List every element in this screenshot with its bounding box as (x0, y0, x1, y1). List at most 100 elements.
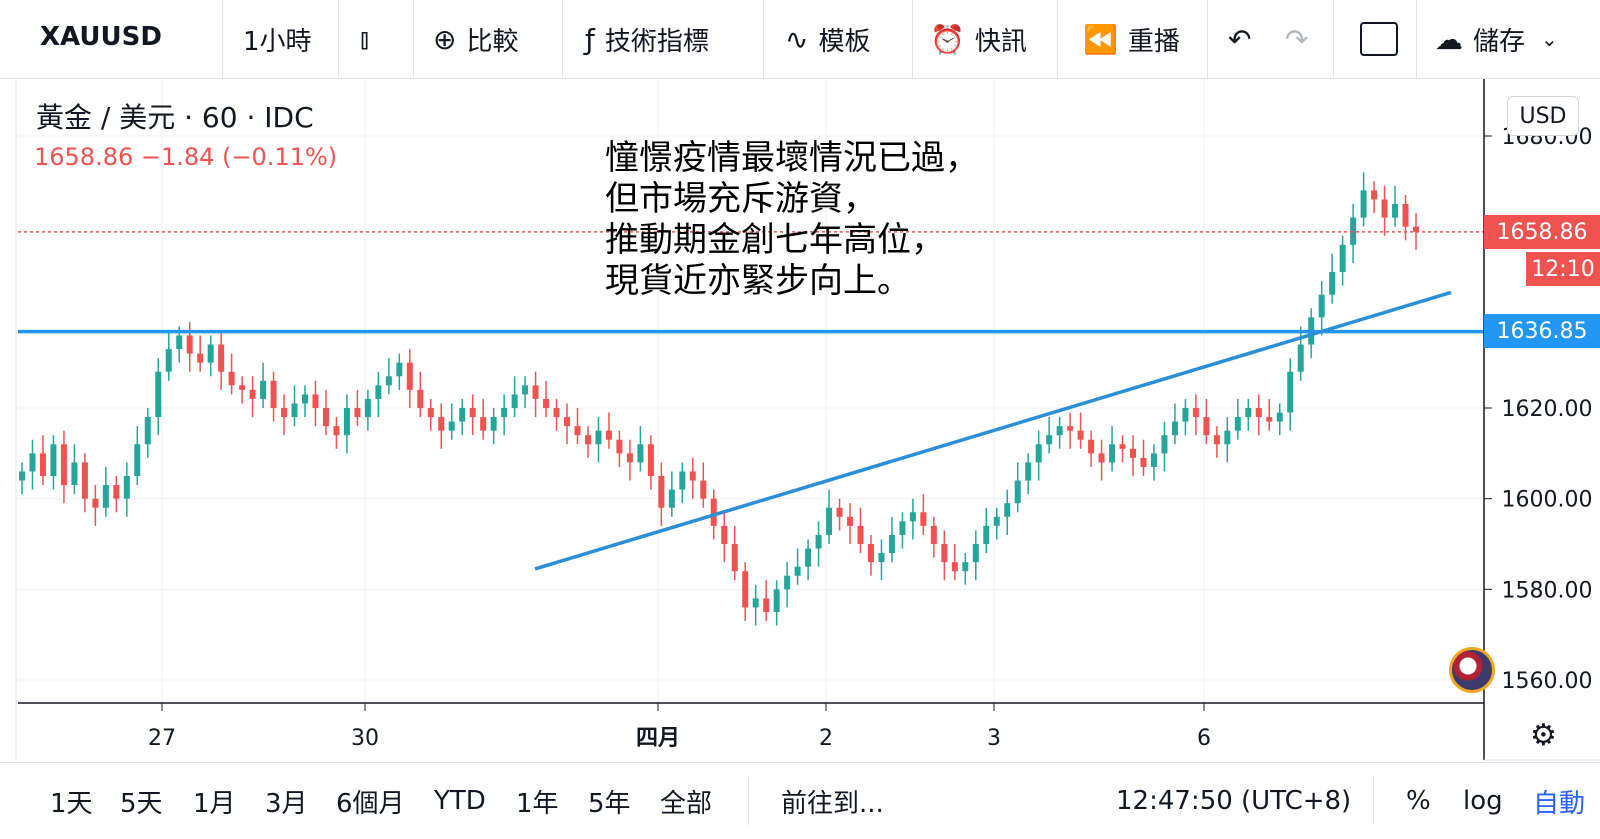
replay-button[interactable]: ⏪ 重播 (1083, 0, 1180, 78)
x-tick-label: 四月 (636, 726, 680, 751)
candle-body (239, 385, 246, 390)
candle-body (794, 566, 801, 576)
chevron-down-icon: ⌄ (1541, 27, 1558, 51)
candle-body (951, 562, 958, 572)
gear-icon[interactable]: ⚙ (1530, 718, 1557, 753)
undo-button[interactable]: ↶ (1228, 0, 1261, 78)
candle-body (1371, 190, 1378, 200)
candle-body (92, 498, 99, 508)
currency-button[interactable]: USD (1507, 96, 1579, 136)
candle-body (1035, 444, 1042, 463)
candle-body (909, 512, 916, 522)
range-5y[interactable]: 5年 (588, 788, 631, 819)
candle-body (1182, 408, 1189, 422)
candle-body (836, 507, 843, 517)
x-tick-label: 2 (819, 726, 833, 751)
candle-body (857, 525, 864, 544)
y-tick-label: 1600.00 (1502, 488, 1593, 513)
log-toggle[interactable]: log (1463, 786, 1503, 816)
trendline[interactable] (534, 290, 1452, 571)
save-button[interactable]: ☁ 儲存 ⌄ (1435, 0, 1558, 78)
range-all[interactable]: 全部 (660, 788, 713, 819)
candle-body (1402, 204, 1409, 227)
candle-body (155, 371, 162, 418)
range-1y[interactable]: 1年 (516, 788, 559, 819)
candle-body (333, 426, 340, 436)
candle-body (1067, 426, 1074, 431)
candle-body (1130, 448, 1137, 458)
candle-body (543, 398, 550, 408)
candle-body (364, 398, 371, 418)
candle-body (1119, 444, 1126, 449)
candle-body (867, 544, 874, 563)
candle-body (930, 525, 937, 544)
candle-body (438, 417, 445, 431)
candle-body (1413, 226, 1419, 232)
templates-label: 模板 (818, 26, 871, 57)
range-6m[interactable]: 6個月 (336, 788, 405, 819)
range-1d[interactable]: 1天 (50, 788, 93, 819)
range-3m[interactable]: 3月 (265, 788, 308, 819)
candle-body (469, 408, 476, 418)
candle-body (186, 335, 193, 354)
candle-body (647, 444, 654, 476)
templates-icon: ∿ (785, 22, 809, 56)
range-5d[interactable]: 5天 (120, 788, 163, 819)
range-1m[interactable]: 1月 (193, 788, 236, 819)
candle-body (888, 534, 895, 554)
candle-body (1287, 371, 1294, 413)
candle-body (343, 408, 350, 436)
compare-button[interactable]: ⊕ 比較 (433, 0, 518, 78)
templates-button[interactable]: ∿ 模板 (785, 0, 870, 78)
candle-body (385, 376, 392, 386)
candle-body (878, 553, 885, 563)
candle-body (993, 516, 1000, 526)
candle-body (71, 462, 78, 486)
percent-toggle[interactable]: % (1406, 786, 1431, 816)
chart-annotation: 憧憬疫情最壞情況已過， 但市場充斥游資， 推動期金創七年高位， 現貨近亦緊步向上… (605, 138, 979, 301)
us-flag-icon[interactable] (1449, 647, 1495, 693)
candle-body (605, 430, 612, 440)
candle-body (490, 417, 497, 431)
candle-body (113, 485, 120, 499)
candle-body (564, 417, 571, 427)
alerts-label: 快訊 (974, 26, 1027, 57)
symbol-button[interactable]: XAUUSD (40, 22, 162, 52)
interval-button[interactable]: 1小時 (243, 0, 312, 78)
y-tick-label: 1620.00 (1502, 397, 1593, 422)
y-tick-label: 1580.00 (1502, 578, 1593, 603)
candle-body (270, 380, 277, 408)
replay-label: 重播 (1127, 26, 1180, 57)
auto-toggle[interactable]: 自動 (1533, 788, 1586, 819)
candlestick-icon: ⫾ (360, 22, 369, 55)
goto-date-button[interactable]: 前往到... (781, 788, 884, 819)
alerts-button[interactable]: ⏰ 快訊 (930, 0, 1027, 78)
candle-body (962, 562, 969, 572)
clock-display[interactable]: 12:47:50 (UTC+8) (1116, 786, 1352, 816)
candle-body (700, 480, 707, 499)
chart-type-button[interactable]: ⫾ (360, 0, 379, 78)
candle-body (1056, 426, 1063, 436)
candle-body (1077, 430, 1084, 440)
y-tick-label: 1560.00 (1502, 669, 1593, 694)
range-ytd[interactable]: YTD (434, 786, 486, 816)
top-toolbar: XAUUSD 1小時 ⫾ ⊕ 比較 ƒ 技術指標 ∿ 模板 ⏰ 快訊 ⏪ 重播 ↶ ↷ ☁… (0, 0, 1600, 79)
candle-body (501, 408, 508, 418)
candle-body (1392, 204, 1399, 218)
candle-body (1004, 503, 1011, 517)
candle-body (1297, 344, 1304, 372)
indicators-button[interactable]: ƒ 技術指標 (585, 0, 709, 78)
candle-body (815, 534, 822, 549)
candle-body (553, 408, 560, 418)
candle-body (763, 598, 770, 612)
redo-button[interactable]: ↷ (1285, 0, 1318, 78)
candle-body (144, 417, 151, 445)
candle-body (19, 471, 25, 481)
candle-body (773, 589, 780, 612)
fullscreen-button[interactable] (1360, 0, 1398, 78)
candle-body (1318, 294, 1325, 318)
candle-body (522, 385, 529, 395)
candle-body (1329, 272, 1336, 295)
candle-body (406, 362, 413, 390)
